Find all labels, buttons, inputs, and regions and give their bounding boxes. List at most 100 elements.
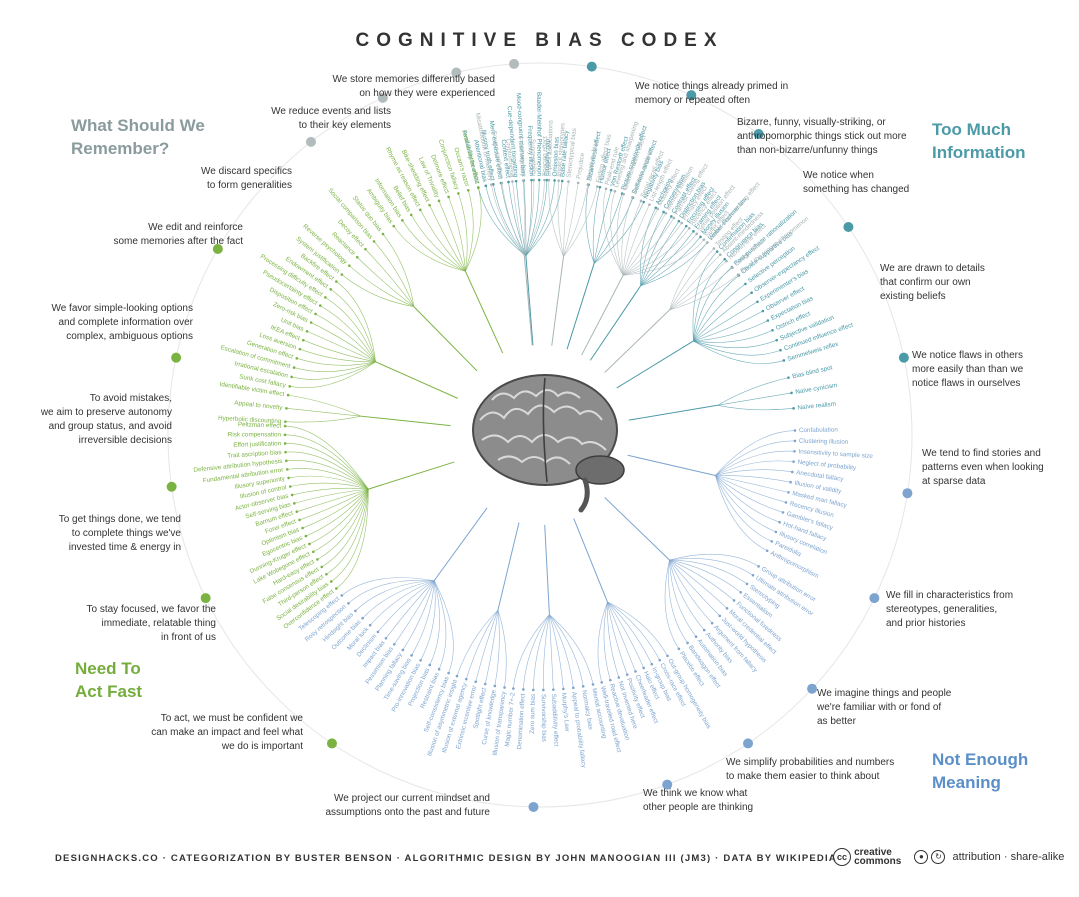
bias-label: Zero sum bias — [529, 694, 537, 734]
leaf-dot — [677, 219, 681, 223]
branch-line — [693, 266, 733, 342]
branch-trunk-edit — [523, 255, 533, 346]
branch-line — [607, 601, 644, 669]
bias-label: False memory — [517, 137, 527, 178]
leaf-dot — [474, 680, 478, 684]
leaf-dot — [631, 196, 634, 199]
leaf-dot — [329, 580, 333, 583]
leaf-dot — [455, 674, 459, 678]
quadrant-remember-line-2: Remember? — [71, 139, 170, 158]
leaf-dot — [545, 178, 549, 182]
branch-line — [715, 440, 795, 476]
category-stereotypes: We fill in characteristics from stereotyp… — [886, 590, 1014, 629]
leaf-dot — [530, 178, 533, 182]
branch-line — [288, 394, 362, 417]
quadrant-need-to-act-fast: Need To Act Fast — [75, 657, 142, 703]
branch-line — [402, 580, 435, 651]
branch-line — [715, 469, 793, 476]
leaf-dot — [457, 192, 460, 195]
bias-label: Appeal to novelty — [234, 400, 284, 412]
category-store: We store memories differently based on ho… — [332, 74, 495, 99]
branch-line — [669, 558, 754, 576]
leaf-dot — [765, 549, 769, 553]
branch-line — [317, 489, 369, 560]
branch-line — [420, 580, 436, 661]
leaf-dot — [511, 180, 514, 183]
branch-line — [478, 187, 527, 256]
category-dot-store — [509, 58, 520, 69]
branch-line — [693, 320, 769, 342]
bias-label: Subadditivity effect — [550, 693, 560, 746]
category-dot-simple — [212, 244, 223, 254]
quadrant-not-enough-line-2: Meaning — [932, 773, 1001, 792]
leaf-dot — [571, 686, 575, 690]
branch-line — [533, 614, 550, 690]
category-dot-flaws — [898, 352, 909, 363]
leaf-dot — [284, 420, 287, 423]
category-mistakes: To avoid mistakes, we aim to preserve aut… — [40, 393, 172, 446]
branch-line — [693, 340, 784, 364]
branch-trunk-discard — [551, 256, 564, 346]
brain-icon — [472, 374, 625, 513]
leaf-dot — [335, 280, 338, 283]
branch-line — [640, 225, 687, 286]
branch-line — [693, 301, 758, 342]
leaf-dot — [477, 186, 480, 189]
leaf-dot — [732, 599, 736, 602]
leaf-dot — [484, 184, 488, 188]
branch-line — [311, 322, 376, 363]
quadrant-too-much-line-2: Information — [932, 143, 1026, 162]
branch-line — [466, 609, 499, 680]
branch-line — [693, 310, 763, 342]
leaf-dot — [761, 309, 765, 313]
leaf-dot — [692, 230, 695, 233]
category-dot-changed — [753, 129, 764, 140]
branch-line — [669, 559, 741, 593]
leaf-dot — [664, 211, 668, 215]
branch-trunk-stories — [627, 454, 716, 476]
category-discard: We discard specifics to form generalities — [201, 166, 292, 191]
branch-line — [293, 361, 376, 373]
leaf-dot — [609, 188, 613, 192]
leaf-dot — [490, 183, 493, 186]
branch-line — [285, 443, 369, 490]
branch-line — [593, 193, 623, 264]
branch-line — [639, 207, 657, 286]
leaf-dot — [283, 442, 287, 445]
branch-line — [640, 216, 672, 286]
branch-line — [669, 559, 713, 624]
leaf-dot — [320, 565, 324, 569]
page-title: COGNITIVE BIAS CODEX — [355, 30, 724, 51]
leaf-dot — [503, 686, 506, 689]
branch-line — [299, 348, 376, 363]
branch-line — [299, 488, 369, 521]
bias-label: Effort justification — [233, 440, 282, 449]
branch-line — [524, 180, 545, 256]
branch-line — [593, 197, 634, 264]
branch-line — [291, 361, 376, 380]
leaf-dot — [295, 357, 299, 360]
leaf-dot — [725, 607, 729, 610]
leaf-dot — [305, 329, 309, 333]
bias-label: Spacing effect — [541, 136, 549, 176]
branch-line — [465, 187, 482, 272]
branch-line — [525, 180, 532, 256]
branch-line — [669, 553, 759, 567]
branch-line — [693, 258, 725, 341]
leaf-dot — [329, 288, 332, 291]
bias-label: Base rate fallacy — [559, 129, 570, 177]
category-flaws: We notice flaws in others more easily tha… — [912, 350, 1024, 389]
leaf-dot — [581, 685, 585, 688]
branch-line — [484, 609, 499, 685]
branch-line — [715, 475, 780, 523]
leaf-dot — [617, 676, 621, 679]
branch-line — [622, 217, 675, 276]
branch-line — [285, 415, 362, 423]
leaf-dot — [335, 587, 338, 590]
leaf-dot — [766, 319, 770, 322]
branch-line — [715, 475, 787, 503]
category-dot-mistakes — [171, 352, 182, 363]
leaf-dot — [705, 241, 709, 244]
branch-line — [669, 560, 697, 637]
